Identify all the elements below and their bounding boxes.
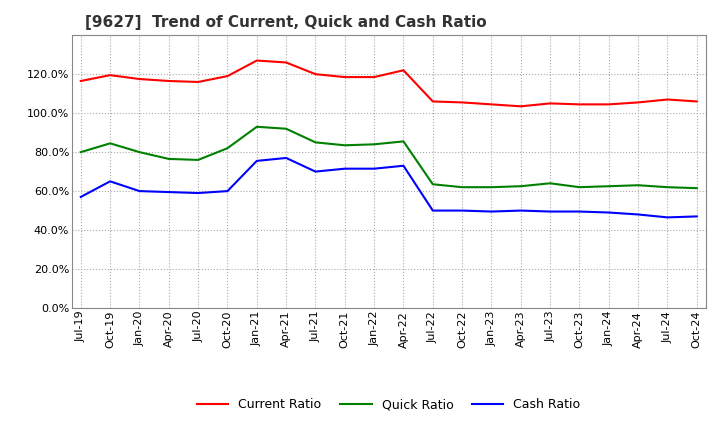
Cash Ratio — [634, 212, 642, 217]
Current Ratio — [546, 101, 554, 106]
Cash Ratio — [487, 209, 496, 214]
Quick Ratio — [428, 182, 437, 187]
Cash Ratio — [663, 215, 672, 220]
Current Ratio — [693, 99, 701, 104]
Quick Ratio — [76, 150, 85, 155]
Quick Ratio — [253, 124, 261, 129]
Cash Ratio — [605, 210, 613, 215]
Cash Ratio — [370, 166, 379, 171]
Quick Ratio — [106, 141, 114, 146]
Current Ratio — [194, 79, 202, 84]
Cash Ratio — [135, 188, 144, 194]
Current Ratio — [458, 100, 467, 105]
Quick Ratio — [194, 157, 202, 162]
Quick Ratio — [399, 139, 408, 144]
Line: Quick Ratio: Quick Ratio — [81, 127, 697, 188]
Current Ratio — [634, 100, 642, 105]
Cash Ratio — [516, 208, 525, 213]
Quick Ratio — [282, 126, 290, 132]
Current Ratio — [253, 58, 261, 63]
Cash Ratio — [253, 158, 261, 164]
Cash Ratio — [575, 209, 584, 214]
Current Ratio — [223, 73, 232, 79]
Current Ratio — [605, 102, 613, 107]
Current Ratio — [575, 102, 584, 107]
Cash Ratio — [458, 208, 467, 213]
Quick Ratio — [693, 186, 701, 191]
Current Ratio — [282, 60, 290, 65]
Current Ratio — [106, 73, 114, 78]
Current Ratio — [76, 78, 85, 84]
Current Ratio — [370, 74, 379, 80]
Cash Ratio — [341, 166, 349, 171]
Cash Ratio — [76, 194, 85, 200]
Current Ratio — [399, 68, 408, 73]
Quick Ratio — [516, 183, 525, 189]
Cash Ratio — [223, 188, 232, 194]
Quick Ratio — [311, 140, 320, 145]
Cash Ratio — [106, 179, 114, 184]
Cash Ratio — [546, 209, 554, 214]
Current Ratio — [516, 104, 525, 109]
Cash Ratio — [282, 155, 290, 161]
Quick Ratio — [135, 150, 144, 155]
Cash Ratio — [164, 189, 173, 194]
Cash Ratio — [428, 208, 437, 213]
Current Ratio — [663, 97, 672, 102]
Legend: Current Ratio, Quick Ratio, Cash Ratio: Current Ratio, Quick Ratio, Cash Ratio — [192, 393, 585, 416]
Cash Ratio — [693, 214, 701, 219]
Cash Ratio — [194, 191, 202, 196]
Quick Ratio — [341, 143, 349, 148]
Cash Ratio — [399, 163, 408, 169]
Quick Ratio — [634, 183, 642, 188]
Current Ratio — [164, 78, 173, 84]
Current Ratio — [311, 72, 320, 77]
Quick Ratio — [164, 156, 173, 161]
Current Ratio — [428, 99, 437, 104]
Quick Ratio — [487, 184, 496, 190]
Quick Ratio — [663, 184, 672, 190]
Quick Ratio — [370, 142, 379, 147]
Text: [9627]  Trend of Current, Quick and Cash Ratio: [9627] Trend of Current, Quick and Cash … — [85, 15, 486, 30]
Current Ratio — [487, 102, 496, 107]
Quick Ratio — [575, 184, 584, 190]
Line: Current Ratio: Current Ratio — [81, 61, 697, 106]
Quick Ratio — [458, 184, 467, 190]
Line: Cash Ratio: Cash Ratio — [81, 158, 697, 217]
Cash Ratio — [311, 169, 320, 174]
Current Ratio — [135, 77, 144, 82]
Current Ratio — [341, 74, 349, 80]
Quick Ratio — [223, 146, 232, 151]
Quick Ratio — [546, 181, 554, 186]
Quick Ratio — [605, 183, 613, 189]
